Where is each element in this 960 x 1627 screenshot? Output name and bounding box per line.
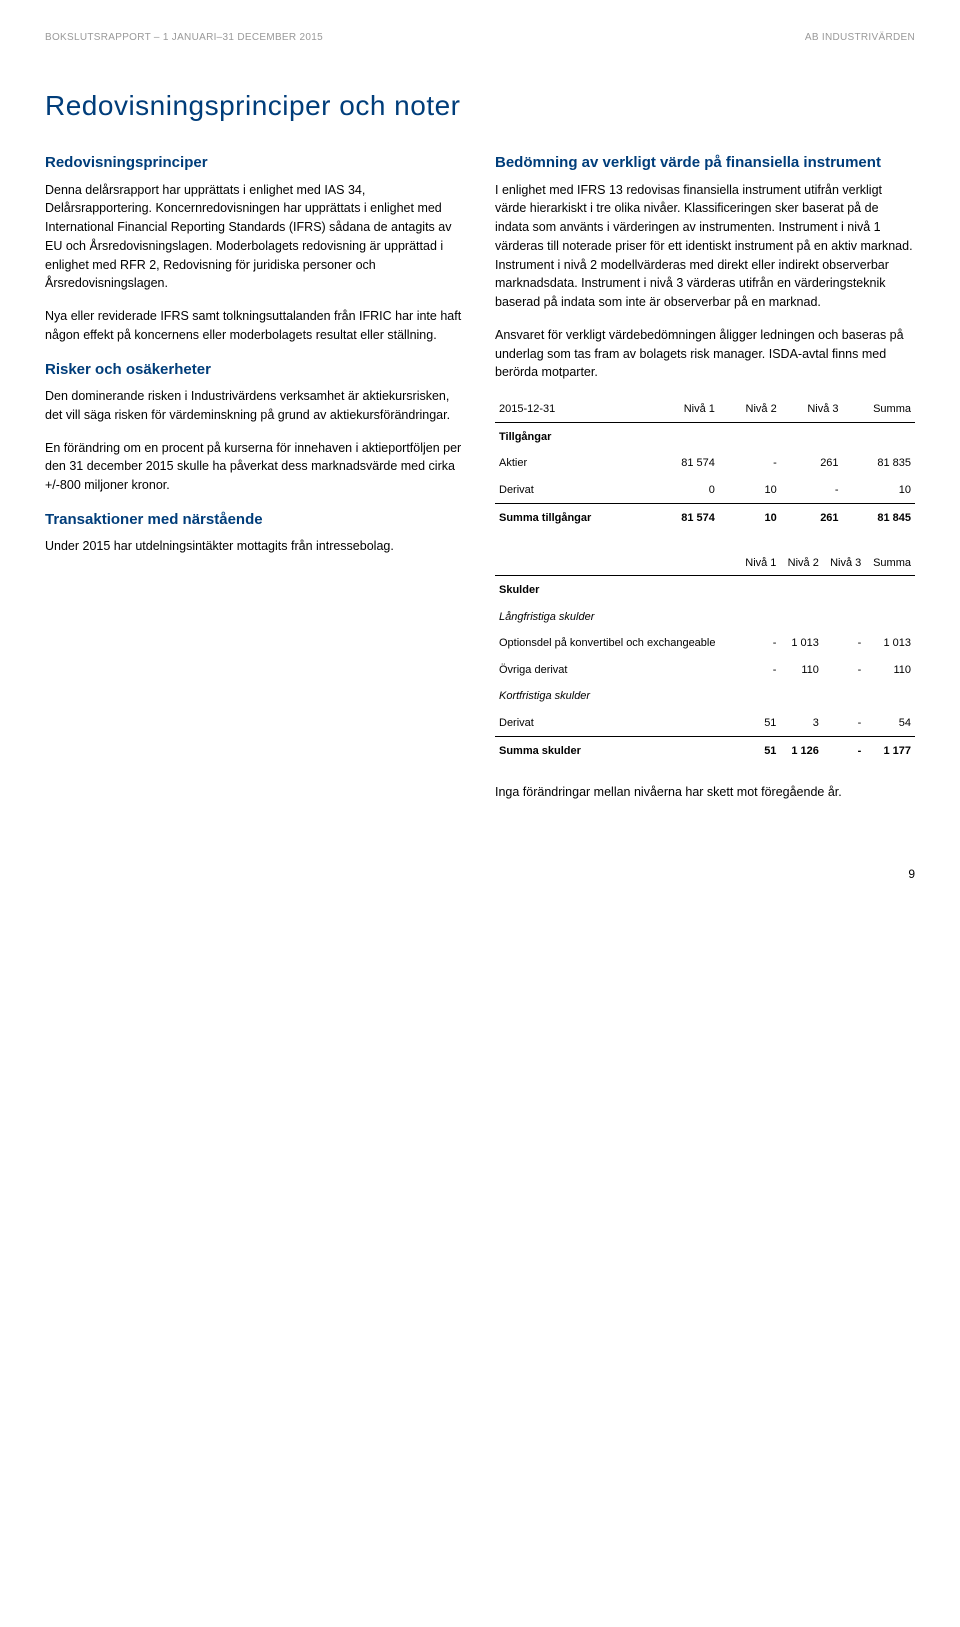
cell: 51 xyxy=(738,710,780,737)
left-column: Redovisningsprinciper Denna delårsrappor… xyxy=(45,152,465,815)
cell: 51 xyxy=(738,737,780,765)
cell: - xyxy=(738,657,780,684)
cell: 81 574 xyxy=(653,504,719,532)
table-col: Summa xyxy=(843,396,915,422)
page-title: Redovisningsprinciper och noter xyxy=(45,85,915,127)
content-columns: Redovisningsprinciper Denna delårsrappor… xyxy=(45,152,915,815)
cell: 10 xyxy=(719,504,781,532)
cell: - xyxy=(823,657,865,684)
table-col: Summa xyxy=(865,550,915,576)
table-row: Optionsdel på konvertibel och exchangeab… xyxy=(495,630,915,657)
heading-transactions: Transaktioner med närstående xyxy=(45,509,465,532)
cell: 1 177 xyxy=(865,737,915,765)
para-principles-2: Nya eller reviderade IFRS samt tolknings… xyxy=(45,307,465,345)
sum-label: Summa skulder xyxy=(495,737,738,765)
heading-risks: Risker och osäkerheter xyxy=(45,359,465,382)
cell: 10 xyxy=(719,477,781,504)
cell: 261 xyxy=(781,504,843,532)
section-label: Skulder xyxy=(495,576,915,604)
subsection-label: Kortfristiga skulder xyxy=(495,683,915,710)
cell: 1 013 xyxy=(780,630,822,657)
row-label: Derivat xyxy=(495,710,738,737)
cell: 261 xyxy=(781,450,843,477)
table-sum-row: Summa skulder 51 1 126 - 1 177 xyxy=(495,737,915,765)
row-label: Aktier xyxy=(495,450,653,477)
table-section: Skulder xyxy=(495,576,915,604)
table-col: Nivå 1 xyxy=(738,550,780,576)
cell: 10 xyxy=(843,477,915,504)
page-number: 9 xyxy=(45,865,915,883)
cell: - xyxy=(823,710,865,737)
table-subsection: Kortfristiga skulder xyxy=(495,683,915,710)
sum-label: Summa tillgångar xyxy=(495,504,653,532)
assets-table: 2015-12-31 Nivå 1 Nivå 2 Nivå 3 Summa Ti… xyxy=(495,396,915,532)
heading-principles: Redovisningsprinciper xyxy=(45,152,465,175)
row-label: Övriga derivat xyxy=(495,657,738,684)
table-col: Nivå 1 xyxy=(653,396,719,422)
page-header: BOKSLUTSRAPPORT – 1 JANUARI–31 DECEMBER … xyxy=(45,30,915,45)
cell: 3 xyxy=(780,710,822,737)
table-subsection: Långfristiga skulder xyxy=(495,604,915,631)
table-blank xyxy=(495,550,738,576)
cell: - xyxy=(738,630,780,657)
footer-note: Inga förändringar mellan nivåerna har sk… xyxy=(495,783,915,802)
table-row: Derivat 51 3 - 54 xyxy=(495,710,915,737)
cell: 0 xyxy=(653,477,719,504)
table-row: Övriga derivat - 110 - 110 xyxy=(495,657,915,684)
table-header-row: Nivå 1 Nivå 2 Nivå 3 Summa xyxy=(495,550,915,576)
table-row: Derivat 0 10 - 10 xyxy=(495,477,915,504)
cell: 110 xyxy=(780,657,822,684)
cell: - xyxy=(823,630,865,657)
cell: - xyxy=(781,477,843,504)
cell: 81 835 xyxy=(843,450,915,477)
row-label: Optionsdel på konvertibel och exchangeab… xyxy=(495,630,738,657)
table-sum-row: Summa tillgångar 81 574 10 261 81 845 xyxy=(495,504,915,532)
cell: 81 574 xyxy=(653,450,719,477)
row-label: Derivat xyxy=(495,477,653,504)
header-left: BOKSLUTSRAPPORT – 1 JANUARI–31 DECEMBER … xyxy=(45,30,323,45)
table-col: Nivå 3 xyxy=(781,396,843,422)
heading-fair-value: Bedömning av verkligt värde på finansiel… xyxy=(495,152,915,175)
para-principles-1: Denna delårsrapport har upprättats i enl… xyxy=(45,181,465,294)
cell: 110 xyxy=(865,657,915,684)
para-change: En förändring om en procent på kurserna … xyxy=(45,439,465,495)
liabilities-table: Nivå 1 Nivå 2 Nivå 3 Summa Skulder Långf… xyxy=(495,550,915,765)
cell: - xyxy=(719,450,781,477)
para-risks: Den dominerande risken i Industrivärdens… xyxy=(45,387,465,425)
right-column: Bedömning av verkligt värde på finansiel… xyxy=(495,152,915,815)
para-responsibility: Ansvaret för verkligt värdebedömningen å… xyxy=(495,326,915,382)
subsection-label: Långfristiga skulder xyxy=(495,604,915,631)
para-fair-value: I enlighet med IFRS 13 redovisas finansi… xyxy=(495,181,915,312)
table-col: Nivå 2 xyxy=(719,396,781,422)
cell: 1 013 xyxy=(865,630,915,657)
table-header-row: 2015-12-31 Nivå 1 Nivå 2 Nivå 3 Summa xyxy=(495,396,915,422)
cell: 54 xyxy=(865,710,915,737)
cell: 1 126 xyxy=(780,737,822,765)
table-row: Aktier 81 574 - 261 81 835 xyxy=(495,450,915,477)
table-col: Nivå 3 xyxy=(823,550,865,576)
table-date: 2015-12-31 xyxy=(495,396,653,422)
header-right: AB INDUSTRIVÄRDEN xyxy=(805,30,915,45)
section-label: Tillgångar xyxy=(495,422,915,450)
para-transactions: Under 2015 har utdelningsintäkter mottag… xyxy=(45,537,465,556)
cell: - xyxy=(823,737,865,765)
table-col: Nivå 2 xyxy=(780,550,822,576)
table-section: Tillgångar xyxy=(495,422,915,450)
cell: 81 845 xyxy=(843,504,915,532)
